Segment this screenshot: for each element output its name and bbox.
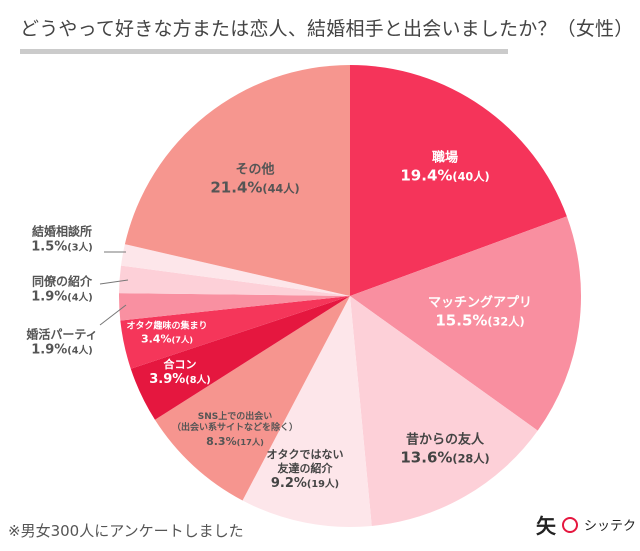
slice-value: 19.4%(40人) — [400, 167, 489, 186]
slice-percent: 21.4% — [210, 178, 263, 197]
slice-percent: 8.3% — [206, 434, 237, 448]
pie-slice — [124, 65, 350, 296]
slice-count: (17人) — [236, 436, 264, 447]
slice-count: (3人) — [67, 242, 93, 254]
pie-slice — [350, 65, 567, 296]
slice-name: 職場 — [431, 150, 458, 166]
slice-name: （出会い系サイトなどを除く） — [171, 423, 299, 434]
pie-slice — [119, 265, 350, 296]
slice-percent: 1.9% — [31, 289, 68, 305]
slice-value: 3.4%(7人) — [126, 333, 207, 347]
slice-label: 職場 19.4%(40人) — [400, 151, 489, 186]
slice-count: (4人) — [67, 345, 93, 357]
slice-percent: 15.5% — [435, 311, 488, 330]
pie-slice — [120, 296, 350, 369]
slice-name: 合コン — [163, 358, 197, 371]
slice-name: オタクではない — [266, 448, 344, 462]
slice-name: 婚活パーティ — [26, 327, 98, 342]
slice-value: 13.6%(28人) — [400, 449, 489, 468]
pie-slice — [121, 244, 350, 296]
slice-label: SNS上での出会い （出会い系サイトなどを除く） 8.3%(17人) — [172, 412, 298, 448]
slice-name: 昔からの友人 — [405, 432, 484, 448]
slice-value: 9.2%(19人) — [267, 476, 344, 492]
slice-percent: 3.4% — [140, 332, 172, 346]
slice-count: (32人) — [487, 315, 525, 329]
slice-value: 21.4%(44人) — [210, 179, 299, 198]
slice-value: 1.9%(4人) — [26, 342, 97, 358]
slice-value: 3.9%(8人) — [149, 372, 211, 388]
pie-slice — [119, 293, 350, 321]
slice-count: (19人) — [306, 478, 340, 490]
logo: 矢 シッテク — [536, 510, 636, 539]
logo-mark: 矢 — [536, 514, 556, 538]
slice-label: 同僚の紹介 1.9%(4人) — [31, 274, 93, 305]
leader-line — [99, 279, 129, 285]
slice-percent: 1.9% — [31, 342, 68, 358]
slice-count: (7人) — [171, 334, 194, 345]
pie-slice — [350, 216, 582, 431]
title-underline — [20, 49, 508, 54]
pie-slice — [350, 296, 538, 526]
slice-label: その他 21.4%(44人) — [210, 163, 299, 198]
slice-value: 1.9%(4人) — [31, 289, 93, 305]
slice-percent: 13.6% — [400, 448, 453, 467]
slice-count: (8人) — [185, 374, 211, 386]
pie-slice — [154, 296, 350, 501]
leader-line — [99, 304, 127, 326]
slice-value: 8.3%(17人) — [172, 434, 298, 448]
slice-name: 同僚の紹介 — [31, 274, 93, 289]
slice-label: 昔からの友人 13.6%(28人) — [400, 433, 489, 468]
pie-slice — [242, 296, 372, 527]
slice-name: 結婚相談所 — [31, 224, 93, 239]
slice-name: オタク趣味の集まり — [126, 321, 208, 332]
slice-name: SNS上での出会い — [197, 411, 273, 422]
slice-count: (40人) — [452, 170, 490, 184]
slice-count: (4人) — [67, 292, 93, 304]
slice-percent: 9.2% — [270, 475, 307, 491]
slice-count: (44人) — [262, 182, 300, 196]
slice-label: オタクではない 友達の紹介 9.2%(19人) — [267, 448, 344, 492]
slice-label: マッチングアプリ 15.5%(32人) — [428, 296, 532, 331]
slice-label: オタク趣味の集まり 3.4%(7人) — [126, 322, 207, 347]
logo-face-icon — [562, 516, 578, 533]
slice-label: 婚活パーティ 1.9%(4人) — [26, 327, 97, 358]
slice-name: 友達の紹介 — [277, 461, 333, 475]
slice-name: その他 — [235, 162, 275, 178]
survey-note: ※男女300人にアンケートしました — [8, 522, 244, 540]
slice-label: 結婚相談所 1.5%(3人) — [31, 224, 93, 255]
logo-text: シッテク — [584, 519, 637, 534]
chart-title: どうやって好きな方または恋人、結婚相手と出会いましたか？（女性） — [20, 18, 634, 40]
slice-value: 1.5%(3人) — [31, 239, 93, 255]
slice-percent: 19.4% — [400, 166, 453, 185]
slice-label: 合コン 3.9%(8人) — [149, 358, 211, 388]
pie-slice — [130, 296, 350, 420]
slice-name: マッチングアプリ — [427, 295, 533, 311]
slice-percent: 3.9% — [149, 371, 186, 387]
slice-value: 15.5%(32人) — [428, 312, 532, 331]
slice-count: (28人) — [452, 452, 490, 466]
slice-percent: 1.5% — [31, 239, 68, 255]
